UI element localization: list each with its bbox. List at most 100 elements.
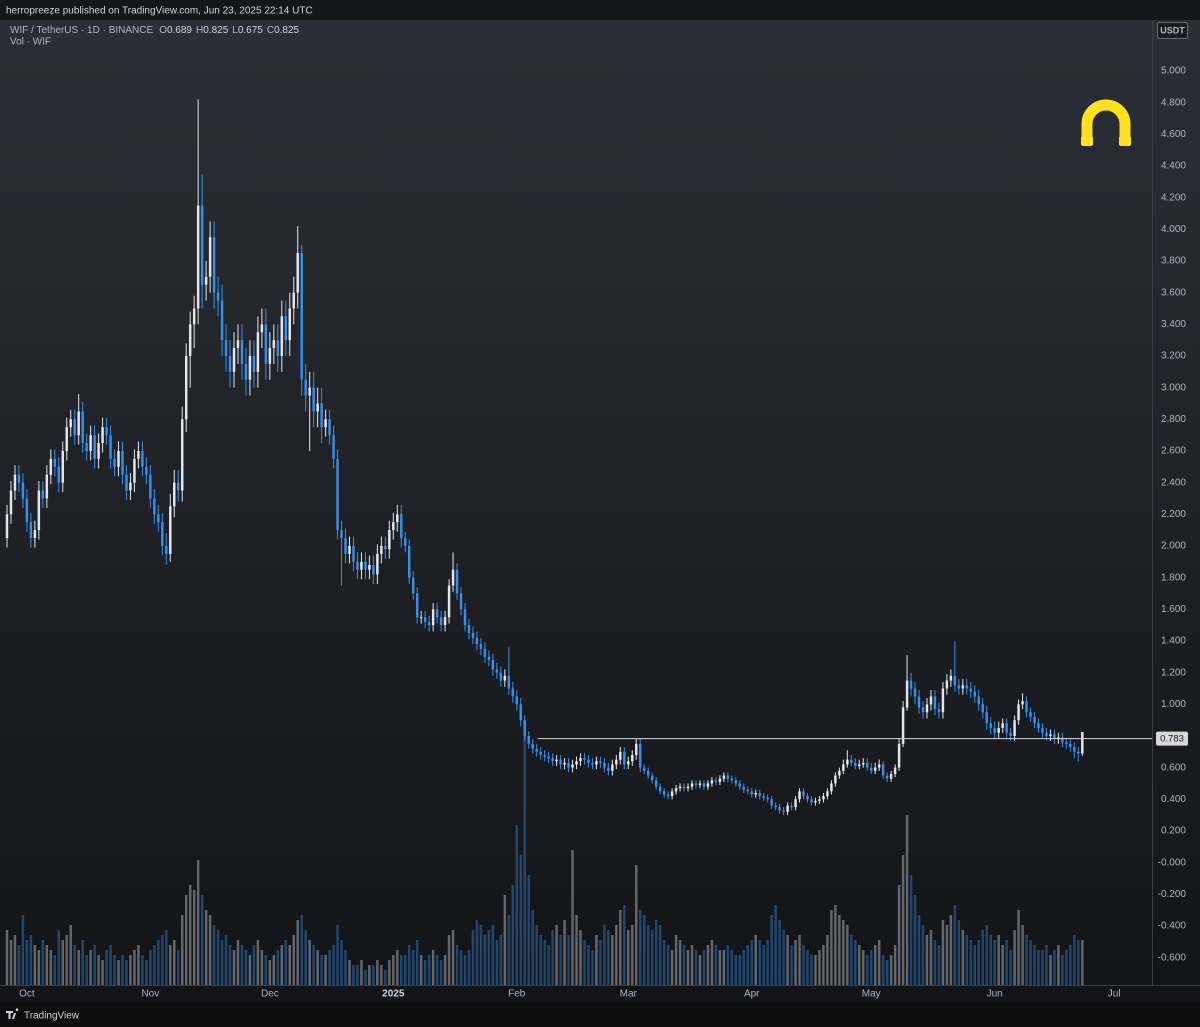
candle-body bbox=[360, 561, 363, 570]
candle-body bbox=[555, 759, 558, 762]
volume-bar bbox=[200, 895, 204, 985]
volume-bar bbox=[169, 945, 172, 985]
candle-body bbox=[129, 482, 132, 491]
volume-bar bbox=[37, 950, 41, 985]
candle-body bbox=[981, 704, 984, 713]
volume-bar bbox=[276, 950, 280, 985]
candle-body bbox=[535, 748, 538, 752]
candle-body bbox=[913, 688, 917, 697]
candle-body bbox=[563, 762, 566, 765]
volume-bar bbox=[491, 925, 495, 985]
volume-bar bbox=[678, 940, 682, 985]
volume-bar bbox=[312, 945, 315, 985]
logo bbox=[1081, 99, 1131, 146]
volume-bar bbox=[479, 925, 483, 985]
volume-bar bbox=[13, 935, 17, 985]
candle-body bbox=[690, 783, 694, 787]
ohlc-value: 0.675 bbox=[238, 25, 263, 36]
volume-bar bbox=[646, 925, 650, 985]
volume-bar bbox=[830, 910, 833, 985]
volume-bar bbox=[192, 890, 196, 985]
candle-body bbox=[9, 490, 13, 515]
volume-bar bbox=[742, 950, 746, 985]
volume-bar bbox=[778, 920, 781, 985]
volume-bar bbox=[905, 815, 909, 985]
volume-bar bbox=[356, 965, 359, 985]
candle-body bbox=[658, 786, 662, 792]
symbol-line: WIF / TetherUS · 1D · BINANCE O0.689 H0.82… bbox=[10, 25, 300, 36]
candle-body bbox=[666, 794, 670, 797]
candle-body bbox=[1081, 731, 1084, 754]
candle-body bbox=[1077, 751, 1080, 754]
volume-bar bbox=[1053, 950, 1056, 985]
candle-body bbox=[125, 474, 128, 491]
candle-body bbox=[567, 762, 570, 768]
volume-bar bbox=[527, 875, 530, 985]
candle-body bbox=[336, 458, 339, 531]
volume-bar bbox=[360, 960, 363, 985]
volume-bar bbox=[204, 910, 208, 985]
candle-body bbox=[145, 466, 148, 475]
volume-bar bbox=[531, 910, 534, 985]
volume-bar bbox=[392, 955, 395, 985]
candle-body bbox=[714, 780, 718, 782]
volume-bar bbox=[786, 935, 789, 985]
ohlc-key: L bbox=[232, 25, 238, 36]
ohlc-key: O bbox=[159, 25, 167, 36]
volume-bar bbox=[125, 960, 128, 985]
volume-bar bbox=[726, 945, 730, 985]
candle-body bbox=[933, 696, 937, 710]
volume-bar bbox=[308, 940, 311, 985]
volume-bar bbox=[515, 825, 519, 985]
candle-body bbox=[830, 783, 833, 792]
candle-body bbox=[467, 625, 471, 634]
volume-bar bbox=[993, 940, 996, 985]
currency-box bbox=[1157, 22, 1188, 39]
candle-body bbox=[814, 800, 817, 803]
candle-body bbox=[41, 490, 45, 499]
x-tick-label: Jul bbox=[1108, 989, 1121, 1000]
volume-bar bbox=[551, 930, 554, 985]
candle-body bbox=[1069, 743, 1072, 748]
plot-background bbox=[0, 20, 1152, 985]
candle-body bbox=[455, 569, 459, 594]
footer-bar bbox=[0, 1003, 1200, 1027]
candle-body bbox=[846, 759, 849, 765]
volume-bar bbox=[961, 930, 965, 985]
volume-bar bbox=[61, 940, 64, 985]
candle-body bbox=[854, 762, 857, 767]
volume-bar bbox=[710, 940, 714, 985]
volume-bar bbox=[240, 945, 244, 985]
candle-body bbox=[579, 758, 582, 762]
volume-bar bbox=[547, 945, 550, 985]
volume-bar bbox=[483, 935, 487, 985]
candle-body bbox=[706, 783, 710, 787]
volume-bar bbox=[937, 945, 941, 985]
candle-body bbox=[196, 205, 200, 309]
volume-bar bbox=[236, 940, 240, 985]
volume-bar bbox=[336, 925, 339, 985]
candle-body bbox=[885, 775, 889, 779]
candle-body bbox=[81, 411, 84, 444]
candle-body bbox=[388, 530, 391, 550]
volume-bar bbox=[220, 940, 224, 985]
candle-body bbox=[806, 796, 809, 800]
volume-bar bbox=[1069, 945, 1072, 985]
candle-body bbox=[627, 761, 630, 765]
volume-bar bbox=[272, 955, 276, 985]
volume-bar bbox=[415, 940, 419, 985]
candle-body bbox=[316, 403, 319, 412]
footer-logo: TradingView bbox=[6, 1008, 80, 1022]
volume-bar bbox=[320, 955, 323, 985]
x-tick-label: Dec bbox=[261, 989, 279, 1000]
candle-body bbox=[1025, 701, 1028, 713]
volume-bar bbox=[77, 950, 80, 985]
volume-bar bbox=[296, 920, 299, 985]
volume-bar bbox=[571, 850, 574, 985]
candle-body bbox=[495, 669, 499, 673]
volume-bar bbox=[475, 920, 479, 985]
candle-body bbox=[750, 791, 753, 795]
candle-body bbox=[89, 435, 92, 451]
volume-bar bbox=[256, 940, 260, 985]
y-tick-label: -0.600 bbox=[1158, 952, 1187, 963]
